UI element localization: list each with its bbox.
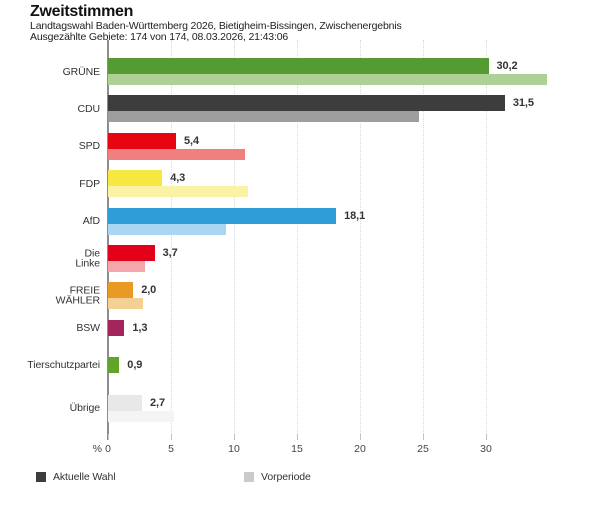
current-bar [108,132,176,149]
chart-row: CDU 31,5 [0,95,609,123]
current-bar [108,357,120,374]
axis-tick-label: 15 [291,443,303,455]
legend-item-previous: Vorperiode [244,471,311,483]
gridline [423,40,424,434]
axis-tick-label: 30 [480,443,492,455]
party-label: FDP [79,177,100,190]
current-bar [108,58,489,74]
chart-row: Die Linke 3,7 [0,245,609,272]
legend-label-current: Aktuelle Wahl [53,471,116,483]
party-label: CDU [77,102,101,115]
chart-row: AfD 18,1 [0,207,609,235]
previous-bar [108,261,145,272]
value-label: 0,9 [127,359,143,372]
value-label: 30,2 [496,60,518,72]
y-axis-line [107,40,109,440]
axis-tick-label: 5 [168,443,174,455]
legend-swatch-previous-icon [244,472,254,482]
value-label: 31,5 [512,97,534,110]
previous-bar [108,223,227,235]
legend-item-current: Aktuelle Wahl [36,471,116,483]
chart-row: SPD 5,4 [0,132,609,160]
gridline [360,40,361,434]
previous-bar [108,186,248,198]
value-label: 18,1 [344,209,366,222]
current-bar [108,319,125,336]
current-bar [108,282,134,299]
chart-row: Tierschutzpartei 0,9 [0,357,609,374]
party-label: AfD [82,214,100,227]
party-label: GRÜNE [62,65,101,78]
current-bar [108,95,505,112]
current-bar [108,207,337,224]
axis-tick [234,434,235,440]
axis-tick [360,434,361,440]
current-bar [108,170,163,187]
axis-tick [423,434,424,440]
chart-row: GRÜNE 30,2 [0,58,609,85]
axis-tick [486,434,487,440]
axis-tick-label: 20 [354,443,366,455]
previous-bar [108,148,246,160]
previous-bar [108,298,144,310]
value-label: 3,7 [162,247,178,259]
page-title: Zweitstimmen [30,3,134,20]
value-label: 1,3 [132,321,148,334]
axis-tick [297,434,298,440]
axis-tick [171,434,172,440]
gridline [297,40,298,434]
axis-tick-label: 0 [105,443,111,455]
party-label: Tierschutzpartei [27,358,100,371]
value-label: 2,7 [150,396,165,409]
chart-row: Übrige 2,7 [0,394,609,422]
value-label: 4,3 [170,172,186,185]
gridline [486,40,487,434]
chart-row: FREIE WÄHLER 2,0 [0,282,609,310]
party-label: SPD [78,140,100,153]
chart-row: BSW 1,3 [0,319,609,336]
bar-chart: GRÜNE 30,2 CDU 31,5 SPD 5,4 FDP 4,3 AfD 18,1 Die L… [0,40,609,455]
party-label: BSW [76,321,100,334]
previous-bar [108,74,547,85]
party-label: FREIE WÄHLER [55,284,100,307]
current-bar [108,245,155,261]
axis-unit-label: % [92,443,102,455]
axis-tick-label: 10 [228,443,240,455]
subtitle: Landtagswahl Baden-Württemberg 2026, Bie… [30,20,402,32]
value-label: 2,0 [141,284,157,297]
value-label: 5,4 [184,134,199,147]
party-label: Die Linke [75,247,100,270]
axis-tick [108,434,109,440]
previous-bar [108,111,420,123]
gridline [234,40,235,434]
status-line: Ausgezählte Gebiete: 174 von 174, 08.03.… [30,31,289,43]
chart-row: FDP 4,3 [0,170,609,198]
legend-label-previous: Vorperiode [261,471,311,483]
party-label: Übrige [69,401,100,414]
previous-bar [108,410,174,422]
current-bar [108,394,142,411]
axis-tick-label: 25 [417,443,429,455]
gridline [171,40,172,434]
legend-swatch-current-icon [36,472,46,482]
